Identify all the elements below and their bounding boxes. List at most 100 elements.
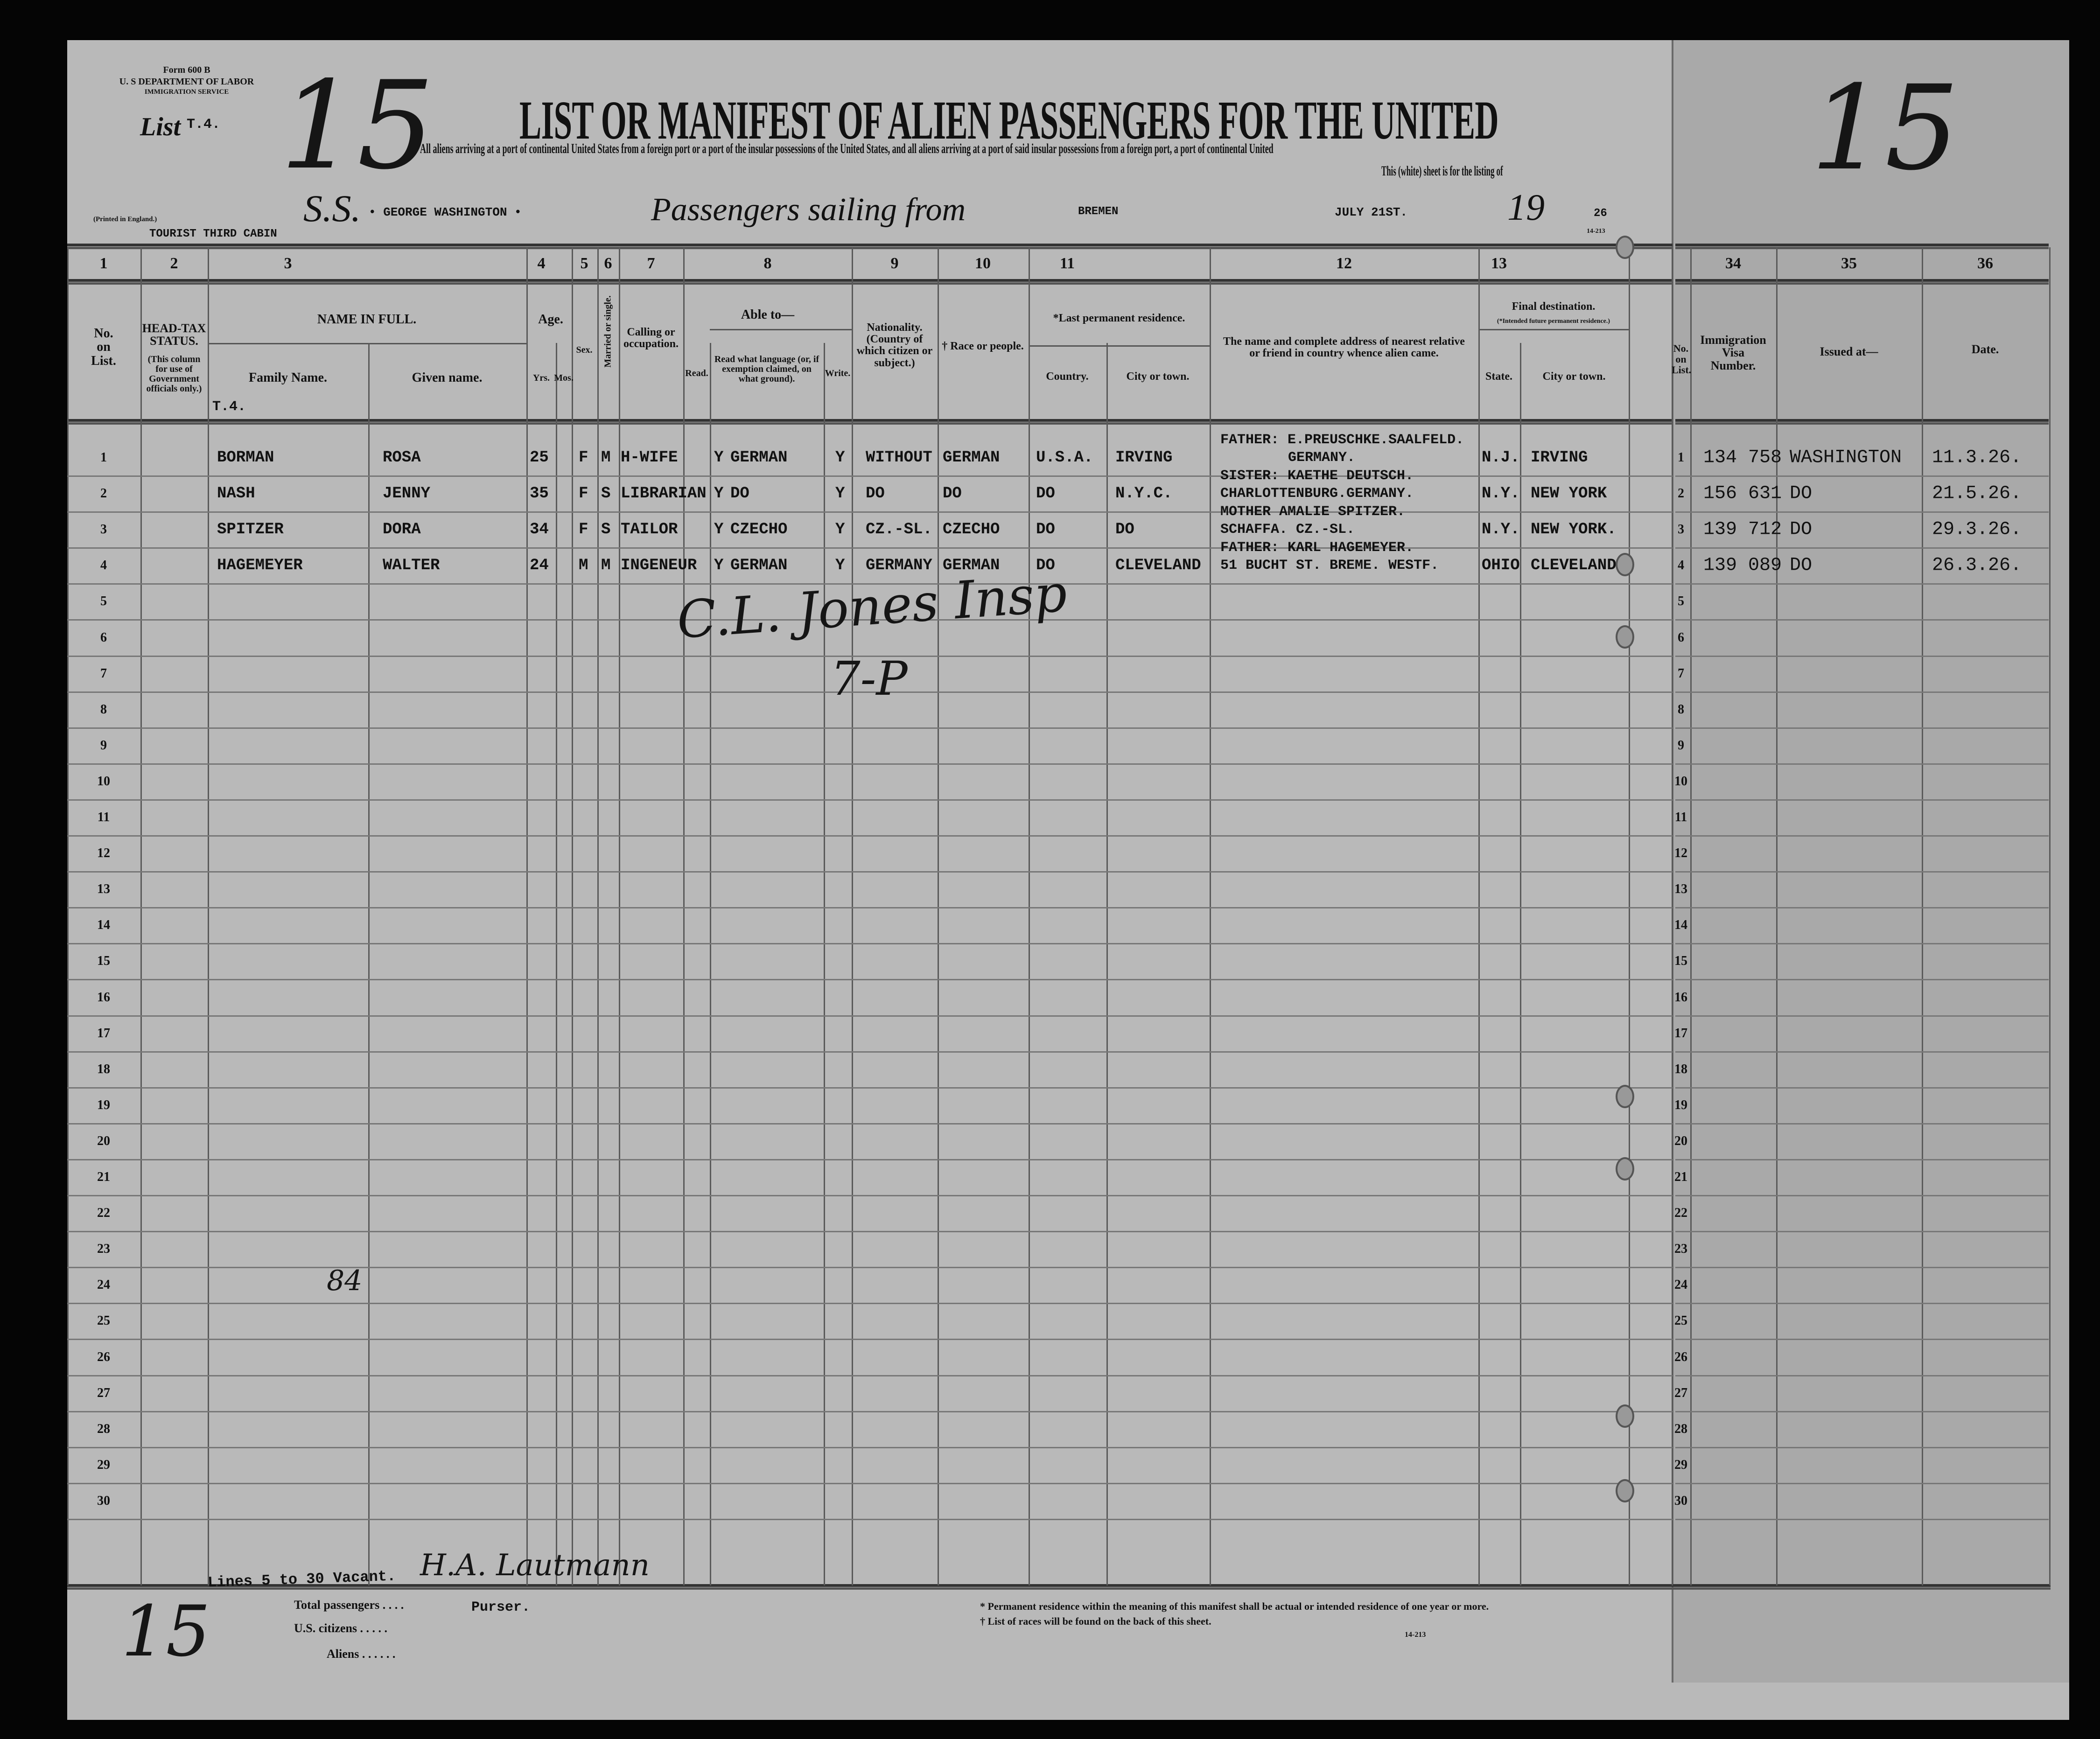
column-number: 1 [99,255,108,272]
row-number: 27 [97,1385,110,1400]
column-divider [368,343,370,1585]
row-line [67,799,1673,801]
cell-race: CZECHO [943,521,1000,539]
row-number-right: 25 [1674,1313,1687,1328]
column-divider [824,343,825,1585]
header-rule-bottom [67,419,1673,425]
footer-rule [67,1584,2051,1590]
cell-given: ROSA [383,449,421,467]
row-line [1675,1303,2049,1305]
cell-occupation: TAILOR [621,521,678,539]
cell-family: NASH [217,485,255,503]
row-number-right: 3 [1678,522,1684,537]
sailing-date: JULY 21ST. [1335,205,1408,219]
column-number: 13 [1491,255,1507,272]
footer-number-handwritten: 15 [121,1591,210,1672]
cell-occupation: H-WIFE [621,449,678,467]
row-number-right: 8 [1678,702,1684,717]
row-number: 21 [97,1170,110,1184]
year: 26 [1594,207,1607,220]
column-divider [526,247,528,1585]
row-number-right: 20 [1674,1133,1687,1148]
row-number: 9 [100,738,107,753]
header-final-note: (*Intended future permanent residence.) [1497,318,1610,325]
cell-read: Y [714,521,724,539]
row-number-right: 26 [1674,1349,1687,1364]
column-divider [597,247,599,1585]
row-line [1675,943,2049,945]
row-number-right: 28 [1674,1421,1687,1436]
cell-occupation: INGENEUR [621,557,697,575]
cell-country: DO [1036,557,1055,575]
row-line [67,1482,1673,1484]
row-line [67,979,1673,981]
row-line [67,1195,1673,1196]
row-number: 15 [97,954,110,969]
row-line [1675,1446,2049,1448]
row-number: 18 [97,1062,110,1076]
column-divider [67,247,69,1585]
row-line [67,1087,1673,1089]
row-number-right: 17 [1674,1026,1687,1041]
column-divider [1776,247,1778,1585]
row-number: 12 [97,846,110,861]
footnote-residence: * Permanent residence within the meaning… [980,1600,1489,1612]
cell-marital: S [601,485,611,503]
note-row-24: 84 [327,1264,363,1297]
header-city: City or town. [1126,370,1190,383]
cell-city: DO [1115,521,1134,539]
cell-visa: 156 631 [1703,483,1782,504]
column-number: 2 [170,255,178,272]
right-rule-bottom [1675,419,2049,425]
binder-hole [1616,1085,1634,1108]
header-age: Age. [538,312,563,327]
row-line [67,475,1673,477]
port: BREMEN [1078,205,1119,218]
header-given-name: Given name. [412,370,483,385]
binder-hole [1616,553,1634,576]
cell-city: CLEVELAND [1115,557,1201,575]
column-divider [1106,343,1108,1585]
header-rule-mid [67,279,1673,285]
cell-country: U.S.A. [1036,449,1093,467]
header-no-on-list-right: No. on List. [1672,342,1692,376]
cell-relative: FATHER: KARL HAGEMEYER. [1220,540,1414,556]
department: U. S DEPARTMENT OF LABOR [119,77,254,87]
row-number-right: 18 [1674,1062,1687,1076]
row-line [1675,1482,2049,1484]
form-number: Form 600 B [163,65,210,75]
header-rule-top [67,244,1673,249]
row-number-right: 30 [1674,1493,1687,1508]
row-line [67,1303,1673,1305]
cell-language: GERMAN [730,449,788,467]
row-line [67,1518,1673,1520]
cell-relative: SCHAFFA. CZ.-SL. [1220,522,1355,538]
cell-issued: DO [1790,519,1813,540]
column-divider [1520,343,1521,1585]
right-rule-mid [1675,279,2049,285]
row-line [67,1267,1673,1269]
row-line [67,1123,1673,1124]
ss-label: S.S. [303,187,361,230]
row-number: 19 [97,1097,110,1112]
cell-visa: 134 758 [1703,447,1782,468]
row-number: 25 [97,1313,110,1328]
row-line [1675,1518,2049,1520]
row-line [1675,1087,2049,1089]
cell-state: N.Y. [1482,485,1520,503]
row-line [1675,1015,2049,1017]
header-calling: Calling or occupation. [623,326,679,350]
header-relative: The name and complete address of nearest… [1223,335,1465,360]
year-prefix: 19 [1507,187,1545,228]
cell-dest-city: NEW YORK. [1531,521,1617,539]
row-line [67,943,1673,945]
row-line [1675,979,2049,981]
cell-nationality: WITHOUT [866,449,932,467]
column-divider [1478,247,1480,1585]
row-line [67,1159,1673,1160]
column-divider [1029,247,1030,1585]
row-line [67,655,1673,657]
row-number-right: 1 [1678,450,1684,465]
column-divider [938,247,939,1585]
column-number: 36 [1977,255,1993,272]
